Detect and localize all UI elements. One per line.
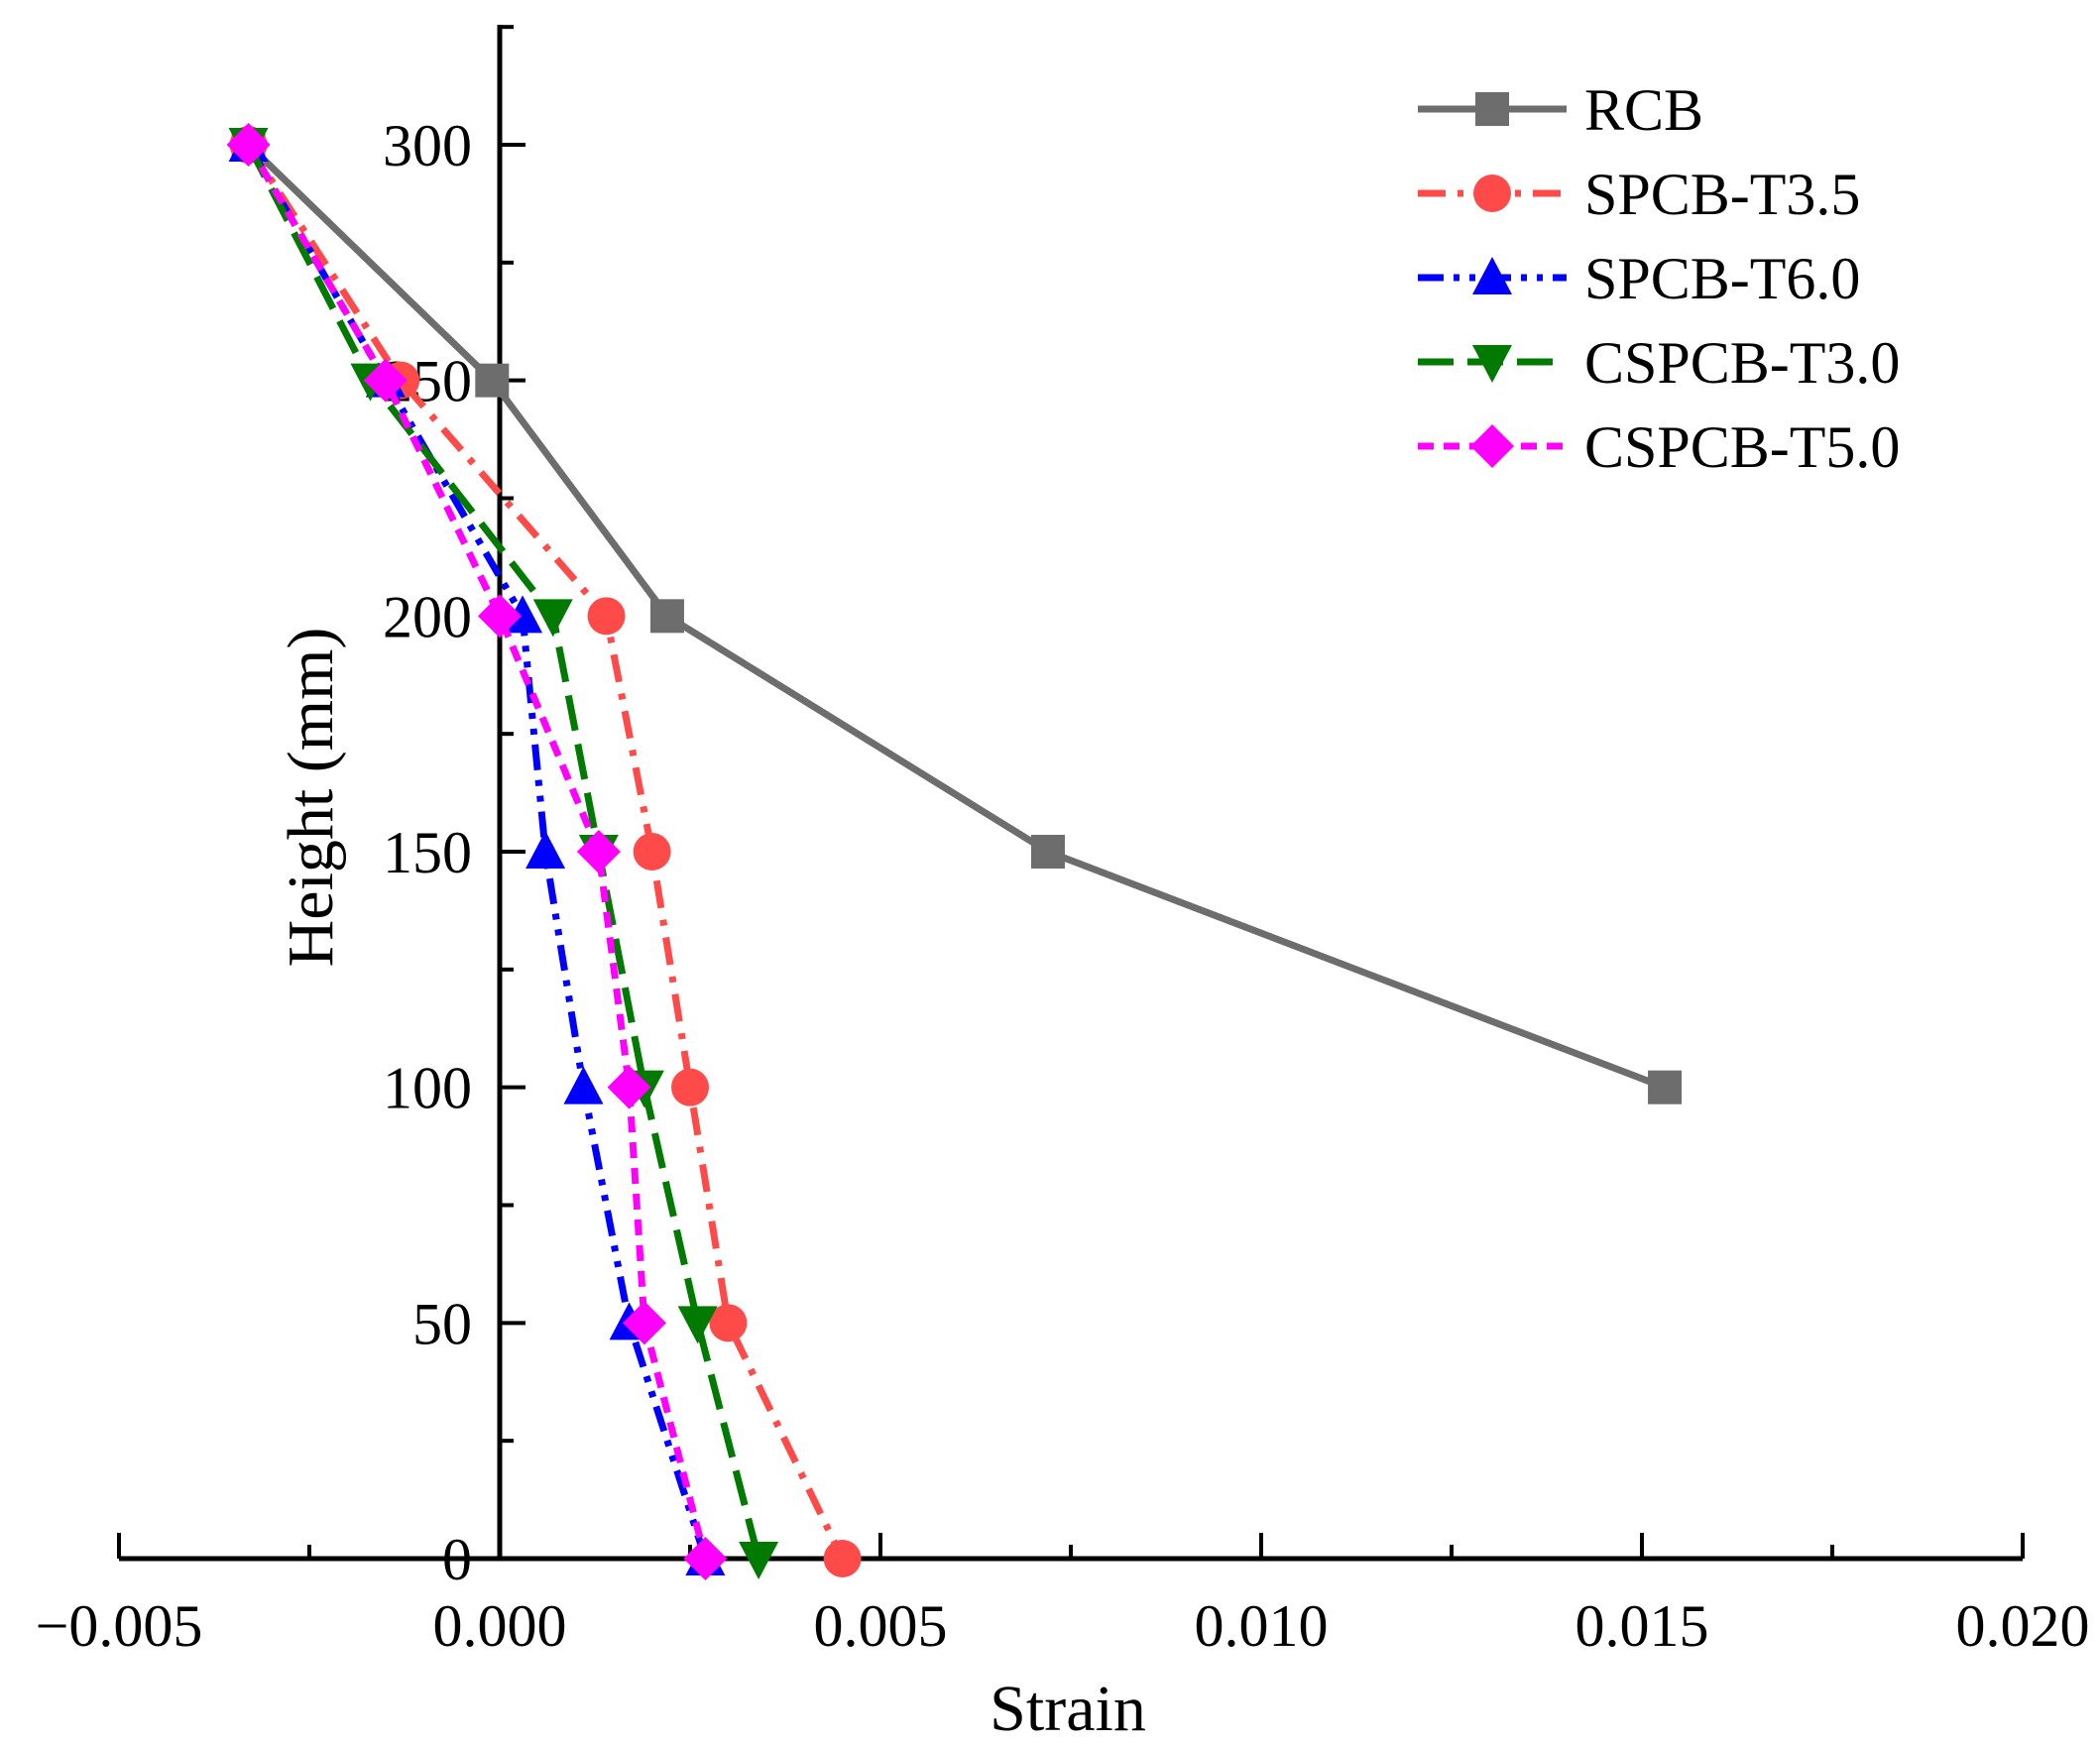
legend-marker [1472,257,1512,294]
x-tick-label: −0.005 [36,1593,203,1659]
legend-label: RCB [1584,77,1703,143]
data-point [478,594,522,639]
data-point [823,1540,862,1577]
data-point [671,1068,709,1106]
data-point [1030,835,1065,869]
x-tick-label: 0.005 [814,1593,948,1659]
y-tick-label: 50 [412,1291,472,1356]
data-point [532,599,573,638]
data-point [475,363,510,398]
legend-entry: SPCB-T3.5 [1418,162,1860,227]
x-axis-title: Strain [990,1673,1146,1745]
x-tick-label: 0.000 [433,1593,567,1659]
x-tick-label: 0.010 [1195,1593,1329,1659]
data-point [633,833,671,871]
legend-label: SPCB-T3.5 [1584,162,1860,227]
series-cspcb-t5.0 [226,123,728,1580]
series-layer [226,123,1683,1580]
data-point [587,597,626,636]
legend-label: CSPCB-T5.0 [1584,414,1900,480]
data-point [709,1304,748,1342]
legend-label: CSPCB-T3.0 [1584,330,1900,396]
legend-entry: SPCB-T6.0 [1418,246,1860,311]
x-tick-label: 0.020 [1956,1593,2090,1659]
x-tick-label: 0.015 [1575,1593,1709,1659]
y-axis-title: Height (mm) [275,628,347,968]
legend-marker [1472,345,1512,383]
y-tick-label: 200 [383,584,472,649]
data-point [576,830,621,873]
y-tick-label: 300 [383,113,472,178]
legend: RCB SPCB-T3.5 SPCB-T6.0 CSPCB-T3.0 CSPCB-T5.… [1418,77,1900,480]
y-tick-label: 0 [442,1527,472,1592]
legend-entry: CSPCB-T3.0 [1418,330,1900,396]
data-point [607,1065,651,1109]
data-point [226,123,271,167]
data-point [683,1537,728,1580]
axes: −0.005 0.000 0.005 0.010 0.015 0.020 0 50 100 150… [36,25,2090,1659]
data-point [649,599,684,634]
y-tick-label: 150 [383,820,472,885]
data-point [563,1066,604,1105]
legend-marker [1470,424,1514,468]
data-point [525,831,566,869]
data-point [363,358,408,403]
data-point [1648,1070,1683,1105]
y-tick-label: 100 [383,1056,472,1121]
data-point [677,1306,718,1344]
legend-marker [1475,92,1509,126]
legend-marker [1473,175,1511,212]
legend-entry: RCB [1418,77,1703,143]
data-point [622,1301,666,1345]
legend-label: SPCB-T6.0 [1584,246,1860,311]
data-point [739,1542,779,1579]
legend-entry: CSPCB-T5.0 [1418,414,1900,480]
